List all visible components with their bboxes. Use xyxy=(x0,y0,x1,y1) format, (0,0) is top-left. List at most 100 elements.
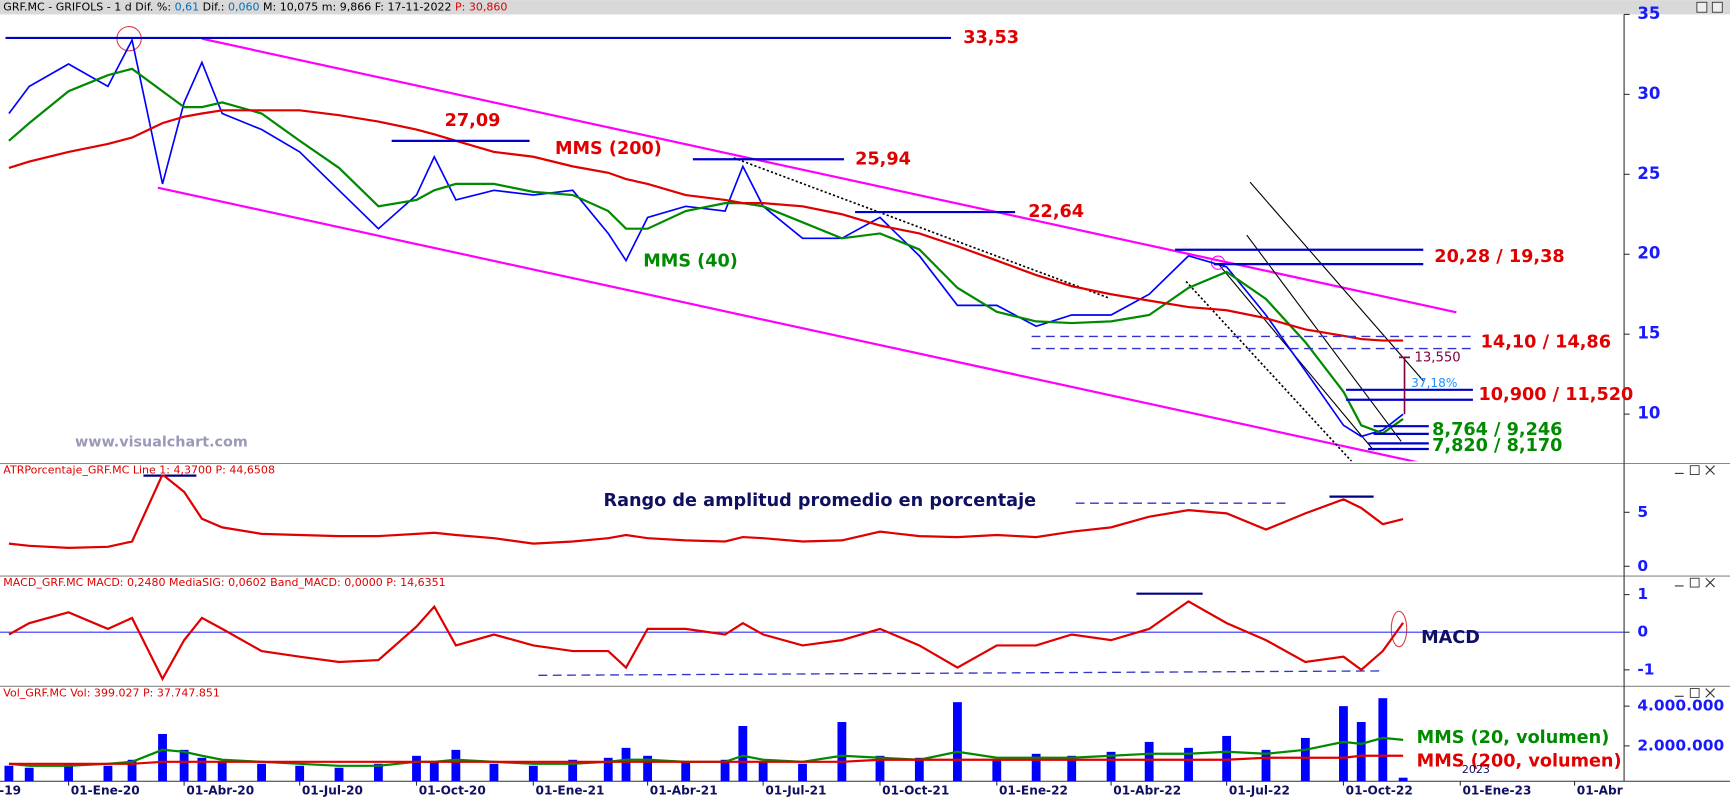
volume-bar xyxy=(412,755,421,782)
price-level-label: 10,900 / 11,520 xyxy=(1478,385,1633,405)
header-part: P: 30,860 xyxy=(455,0,507,13)
window-button[interactable] xyxy=(1689,465,1700,475)
y-tick-label: 15 xyxy=(1637,324,1660,343)
volume-bar xyxy=(451,749,461,782)
volume-bar xyxy=(1356,722,1366,782)
series-label: MMS (200, volumen) xyxy=(1417,751,1622,771)
panel-header: ATRPorcentaje_GRF.MC Line 1: 4,3700 P: 4… xyxy=(3,464,275,477)
window-button[interactable] xyxy=(1711,1,1723,13)
x-tick-label: 01-Oct-19 xyxy=(0,784,21,798)
x-year-label: 2023 xyxy=(1462,763,1490,776)
header-part: M: 10,075 m: 9,866 F: 17-11-2022 xyxy=(260,0,455,13)
volume-bar xyxy=(24,767,34,782)
series-line xyxy=(8,474,1404,550)
window-button[interactable] xyxy=(1689,688,1700,698)
trend-line xyxy=(1246,234,1402,442)
x-tick-label: 01-Abr-22 xyxy=(1113,784,1181,798)
target-percent: 37,18% xyxy=(1411,376,1457,390)
x-tick-label: 01-Abr-21 xyxy=(650,784,718,798)
volume-bar xyxy=(758,761,768,782)
volume-bar xyxy=(429,761,439,782)
panel-header: MACD_GRF.MC MACD: 0,2480 MediaSIG: 0,060… xyxy=(3,576,445,589)
price-level-label: 33,53 xyxy=(963,28,1019,48)
y-tick-label: 5 xyxy=(1637,503,1648,521)
volume-bar xyxy=(914,757,924,782)
series-line xyxy=(8,109,1404,342)
series-label: MMS (40) xyxy=(643,252,738,272)
y-tick-label: 30 xyxy=(1637,84,1660,103)
panel-header: GRF.MC - GRIFOLS - 1 d Dif. %: 0,61 Dif.… xyxy=(3,0,507,13)
window-button[interactable] xyxy=(1705,577,1715,588)
volume-bar xyxy=(489,763,499,782)
volume-bar xyxy=(334,767,344,782)
panel-header: Vol_GRF.MC Vol: 399.027 P: 37.747.851 xyxy=(3,687,220,700)
window-button[interactable] xyxy=(1696,1,1708,13)
volume-bar xyxy=(568,759,578,782)
highlight-circle xyxy=(1390,610,1408,648)
x-tick-label: 01-Oct-20 xyxy=(419,784,486,798)
volume-bar xyxy=(217,761,227,782)
x-tick-label: 01-Ene-23 xyxy=(1462,784,1531,798)
x-tick-label: 01-Ene-20 xyxy=(71,784,140,798)
header-part: Vol_GRF.MC Vol: 399.027 P: 37.747.851 xyxy=(3,687,220,700)
volume-bar xyxy=(528,765,538,782)
volume-bar xyxy=(103,765,113,782)
volume-bar xyxy=(179,749,189,782)
series-label: MMS (20, volumen) xyxy=(1417,728,1610,748)
volume-bar xyxy=(1261,749,1271,782)
series-line xyxy=(8,754,1404,765)
indicator-drawings xyxy=(143,474,1408,676)
volume-bar xyxy=(621,747,631,782)
volume-bar xyxy=(681,761,691,782)
series-label: MMS (200) xyxy=(555,139,662,159)
watermark: www.visualchart.com xyxy=(75,435,248,451)
volume-bar xyxy=(798,763,807,782)
x-tick-label: 01-Jul-20 xyxy=(302,784,363,798)
plot-area xyxy=(0,600,1625,682)
series-line xyxy=(8,67,1404,435)
price-level-label: 20,28 / 19,38 xyxy=(1434,247,1564,267)
volume-bar xyxy=(1184,747,1193,782)
x-tick-label: 01-Ene-21 xyxy=(536,784,605,798)
volume-bar xyxy=(953,702,962,782)
x-tick-label: 01-Jul-21 xyxy=(765,784,826,798)
x-axis: 01-Oct-19 01-Ene-20 01-Abr-20 01-Jul-20 01-O… xyxy=(0,781,1623,798)
trend-line xyxy=(1185,280,1353,462)
volume-bar xyxy=(127,759,137,782)
window-button[interactable] xyxy=(1705,465,1715,475)
x-tick-label: 01-Oct-22 xyxy=(1346,784,1413,798)
header-bar xyxy=(0,0,1730,15)
price-level-label: 7,820 / 8,170 xyxy=(1432,436,1562,456)
y-tick-label: 2.000.000 xyxy=(1637,736,1724,754)
x-tick-label: 01-Jul-22 xyxy=(1229,784,1290,798)
x-tick-label: 01-Abr-20 xyxy=(186,784,254,798)
volume-bar xyxy=(1106,751,1116,782)
window-button[interactable] xyxy=(1689,577,1700,588)
plot-area xyxy=(8,474,1404,550)
y-tick-label: 4.000.000 xyxy=(1637,697,1724,715)
volume-bar xyxy=(643,755,653,782)
y-tick-label: 35 xyxy=(1637,4,1660,23)
trend-line xyxy=(1249,181,1424,382)
y-tick-label: 0 xyxy=(1637,623,1648,641)
series-line xyxy=(8,600,1404,682)
level-line xyxy=(538,670,1385,676)
price-level-label: 22,64 xyxy=(1028,202,1084,222)
target-label: 13,550 xyxy=(1414,350,1460,365)
header-part: MACD_GRF.MC MACD: 0,2480 MediaSIG: 0,060… xyxy=(3,576,445,589)
header-part: ATRPorcentaje_GRF.MC Line 1: 4,3700 P: 4… xyxy=(3,464,275,477)
volume-bar xyxy=(1144,741,1154,782)
window-button[interactable] xyxy=(1705,688,1715,698)
x-tick-label: 01-Ene-22 xyxy=(999,784,1068,798)
price-level-label: 25,94 xyxy=(855,149,911,169)
price-level-label: 14,10 / 14,86 xyxy=(1481,333,1611,353)
volume-bar xyxy=(158,733,167,782)
x-tick-label: 01-Oct-21 xyxy=(882,784,949,798)
volume-bar xyxy=(738,726,748,782)
volume-bar xyxy=(1031,753,1041,782)
volume-bar xyxy=(1339,706,1348,782)
volume-bar xyxy=(875,755,885,782)
header-part: GRF.MC - GRIFOLS - 1 d Dif. %: xyxy=(3,0,174,13)
volume-bar xyxy=(257,763,266,782)
price-level-label: 8,764 / 9,246 xyxy=(1432,420,1562,440)
